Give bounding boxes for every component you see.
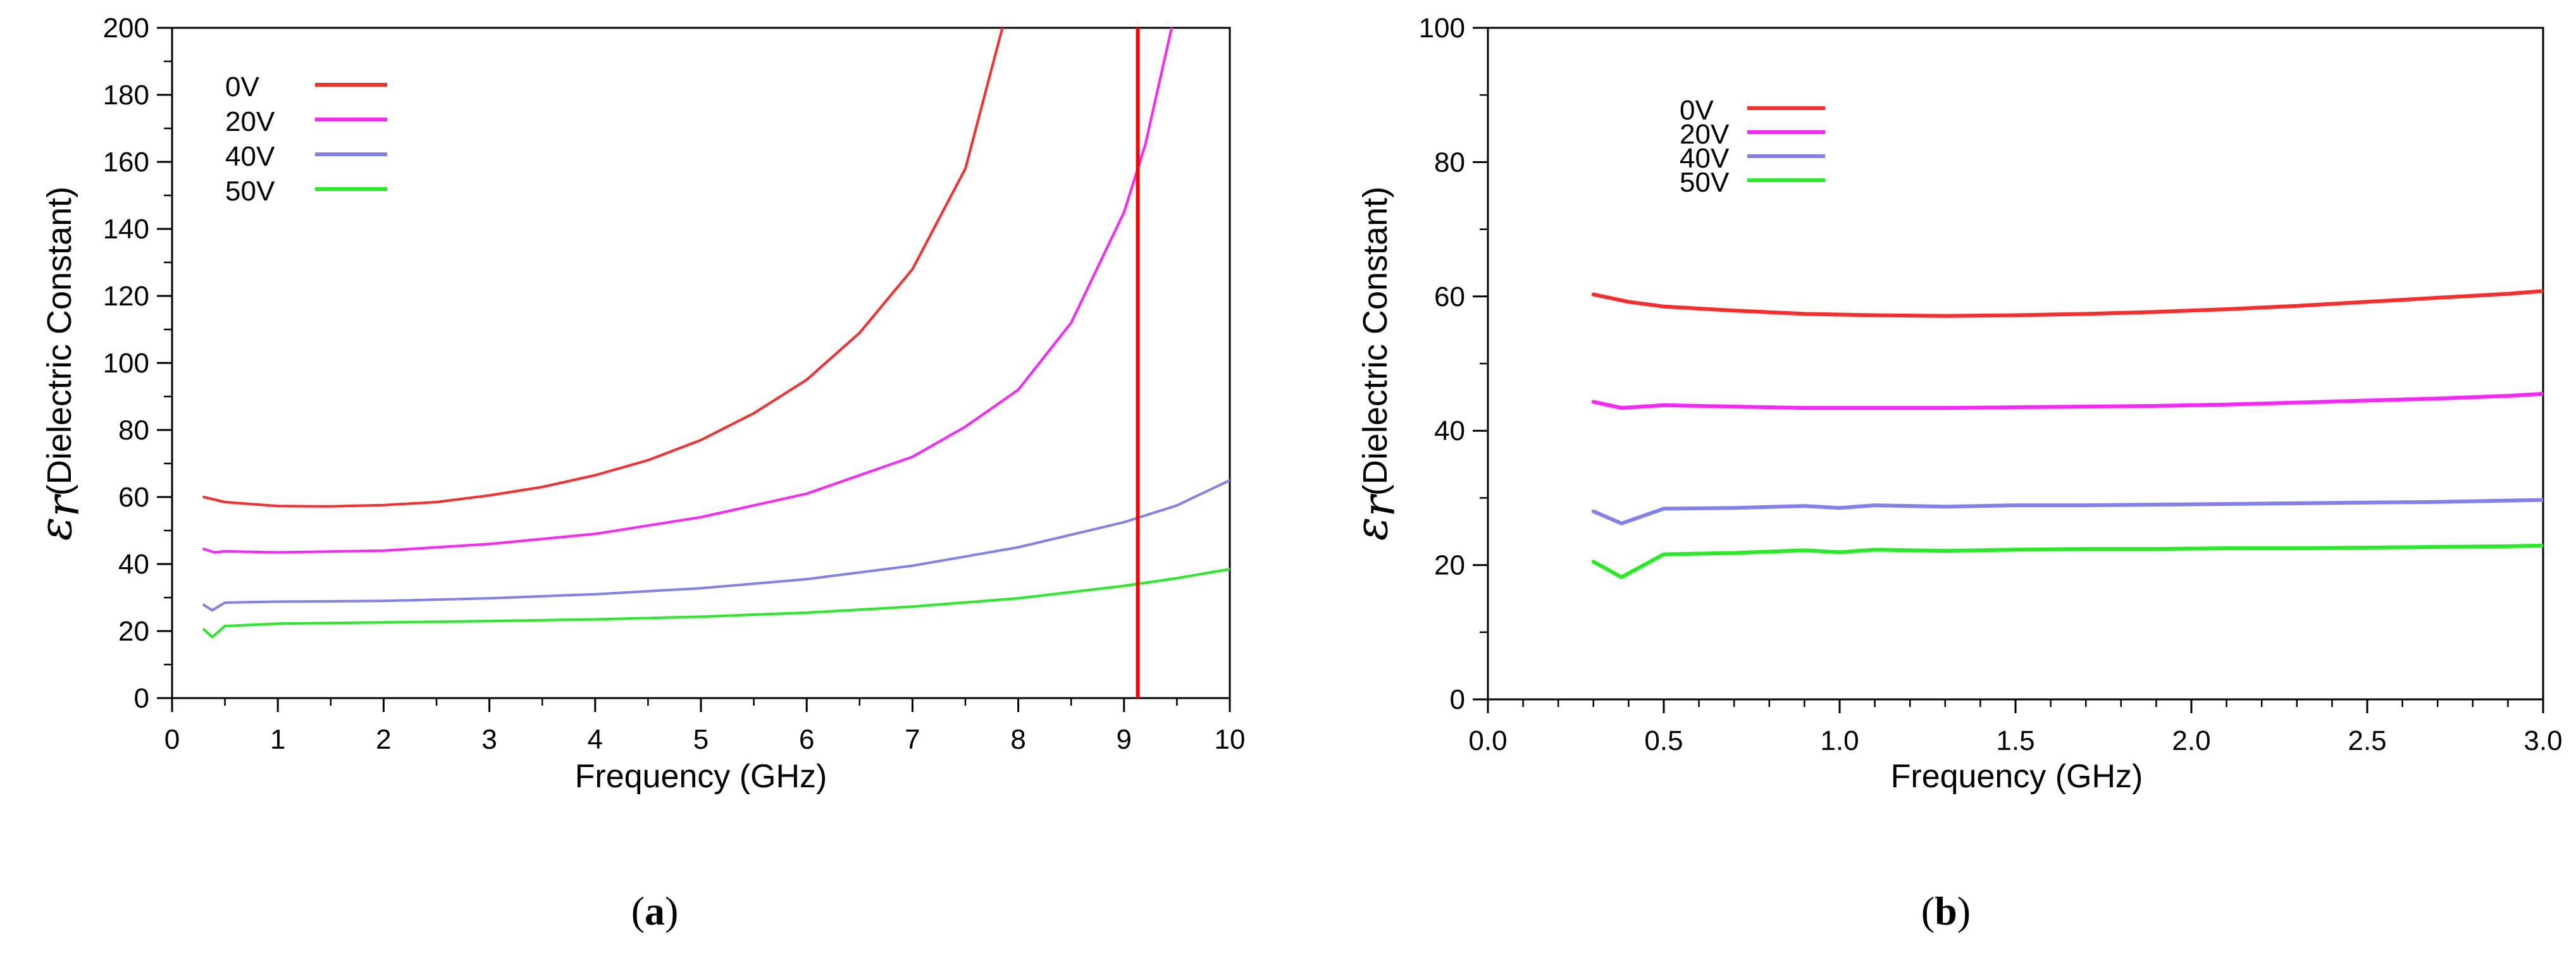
x-tick-label: 1.5	[1996, 725, 2034, 756]
legend-label-20v: 20V	[1680, 119, 1730, 150]
y-tick-label: 100	[1419, 13, 1465, 44]
legend-label-0v: 0V	[225, 71, 259, 102]
panel-label-open: (	[631, 888, 645, 933]
panel-label-close: )	[665, 888, 678, 933]
series-line-0v	[1591, 289, 2543, 318]
series-line-50v	[1591, 543, 2543, 579]
y-axis-symbol-subscript: r	[1353, 494, 1405, 517]
legend-label-0v: 0V	[1680, 95, 1714, 126]
series-line-20v	[1591, 391, 2543, 410]
legend-label-50v: 50V	[225, 176, 275, 207]
x-tick-label: 6	[799, 724, 814, 755]
x-tick-label: 1.0	[1820, 725, 1859, 756]
x-tick-label: 2.0	[2172, 725, 2210, 756]
panel-label-letter: b	[1935, 888, 1957, 933]
y-tick-label: 120	[103, 281, 149, 312]
y-axis-symbol-subscript: r	[37, 494, 89, 517]
series-line-20v	[202, 28, 1173, 554]
panel-label-open: (	[1921, 888, 1935, 933]
y-axis-symbol: ε	[1346, 517, 1397, 541]
x-tick-label: 2.5	[2348, 725, 2386, 756]
x-tick-label: 10	[1215, 724, 1246, 755]
y-tick-label: 80	[118, 415, 149, 446]
plot-frame	[171, 27, 1231, 699]
y-tick-label: 60	[118, 482, 149, 513]
y-tick-label: 40	[118, 549, 149, 580]
y-tick-label: 0	[1450, 684, 1465, 715]
y-tick-label: 160	[103, 147, 149, 178]
x-tick-label: 5	[693, 724, 709, 755]
panel-label-letter: a	[645, 888, 665, 933]
legend-label-20v: 20V	[225, 106, 275, 137]
x-tick-label: 4	[588, 724, 603, 755]
legend-label-50v: 50V	[1680, 167, 1730, 198]
x-axis-title: Frequency (GHz)	[1891, 758, 2143, 795]
x-tick-label: 0.0	[1468, 725, 1507, 756]
series-line-50v	[202, 568, 1230, 639]
x-tick-label: 9	[1117, 724, 1132, 755]
x-tick-label: 2	[376, 724, 391, 755]
legend-label-40v: 40V	[225, 141, 275, 172]
y-tick-label: 180	[103, 80, 149, 111]
y-tick-label: 140	[103, 214, 149, 245]
panel-label-close: )	[1957, 888, 1971, 933]
panel-label: (a)	[631, 888, 679, 933]
chart-panel-b: 0.0 0.5 1.0 1.5 2.0 2.5 3.0 0 20 40 60 80 100 0V20V40…	[1346, 13, 2563, 933]
legend: 0V 20V 40V 50V	[225, 71, 387, 207]
series-group	[1591, 289, 2543, 579]
x-tick-label: 1	[270, 724, 285, 755]
y-tick-label: 20	[1434, 550, 1465, 581]
x-axis-title: Frequency (GHz)	[575, 758, 827, 795]
y-axis-symbol: ε	[30, 517, 82, 541]
panel-label: (b)	[1921, 888, 1971, 933]
series-line-0v	[202, 28, 1004, 508]
series-group	[202, 28, 1230, 639]
y-axis-title-text: (Dielectric Constant)	[1356, 187, 1394, 496]
y-tick-label: 60	[1434, 281, 1465, 312]
y-axis-title-text: (Dielectric Constant)	[40, 187, 78, 496]
y-axis-title: εr(Dielectric Constant)	[30, 187, 89, 541]
x-tick-label: 7	[905, 724, 920, 755]
series-line-40v	[1591, 498, 2543, 525]
x-tick-label: 3	[481, 724, 497, 755]
y-axis-title: εr(Dielectric Constant)	[1346, 187, 1405, 541]
legend-label-40v: 40V	[1680, 143, 1730, 174]
x-tick-label: 3.0	[2523, 725, 2562, 756]
x-tick-label: 8	[1010, 724, 1025, 755]
series-line-40v	[202, 479, 1230, 612]
x-tick-label: 0.5	[1644, 725, 1683, 756]
chart-panel-a: 0 1 2 3 4 5 6 7 8 9 100204060801001201401601802000…	[30, 13, 1245, 933]
y-tick-label: 20	[118, 616, 149, 647]
y-tick-label: 0	[134, 683, 149, 714]
y-tick-label: 80	[1434, 147, 1465, 178]
y-tick-label: 40	[1434, 415, 1465, 446]
plot-frame	[1487, 27, 2544, 701]
y-tick-label: 100	[103, 348, 149, 379]
y-tick-label: 200	[103, 13, 149, 44]
x-tick-label: 0	[164, 724, 180, 755]
